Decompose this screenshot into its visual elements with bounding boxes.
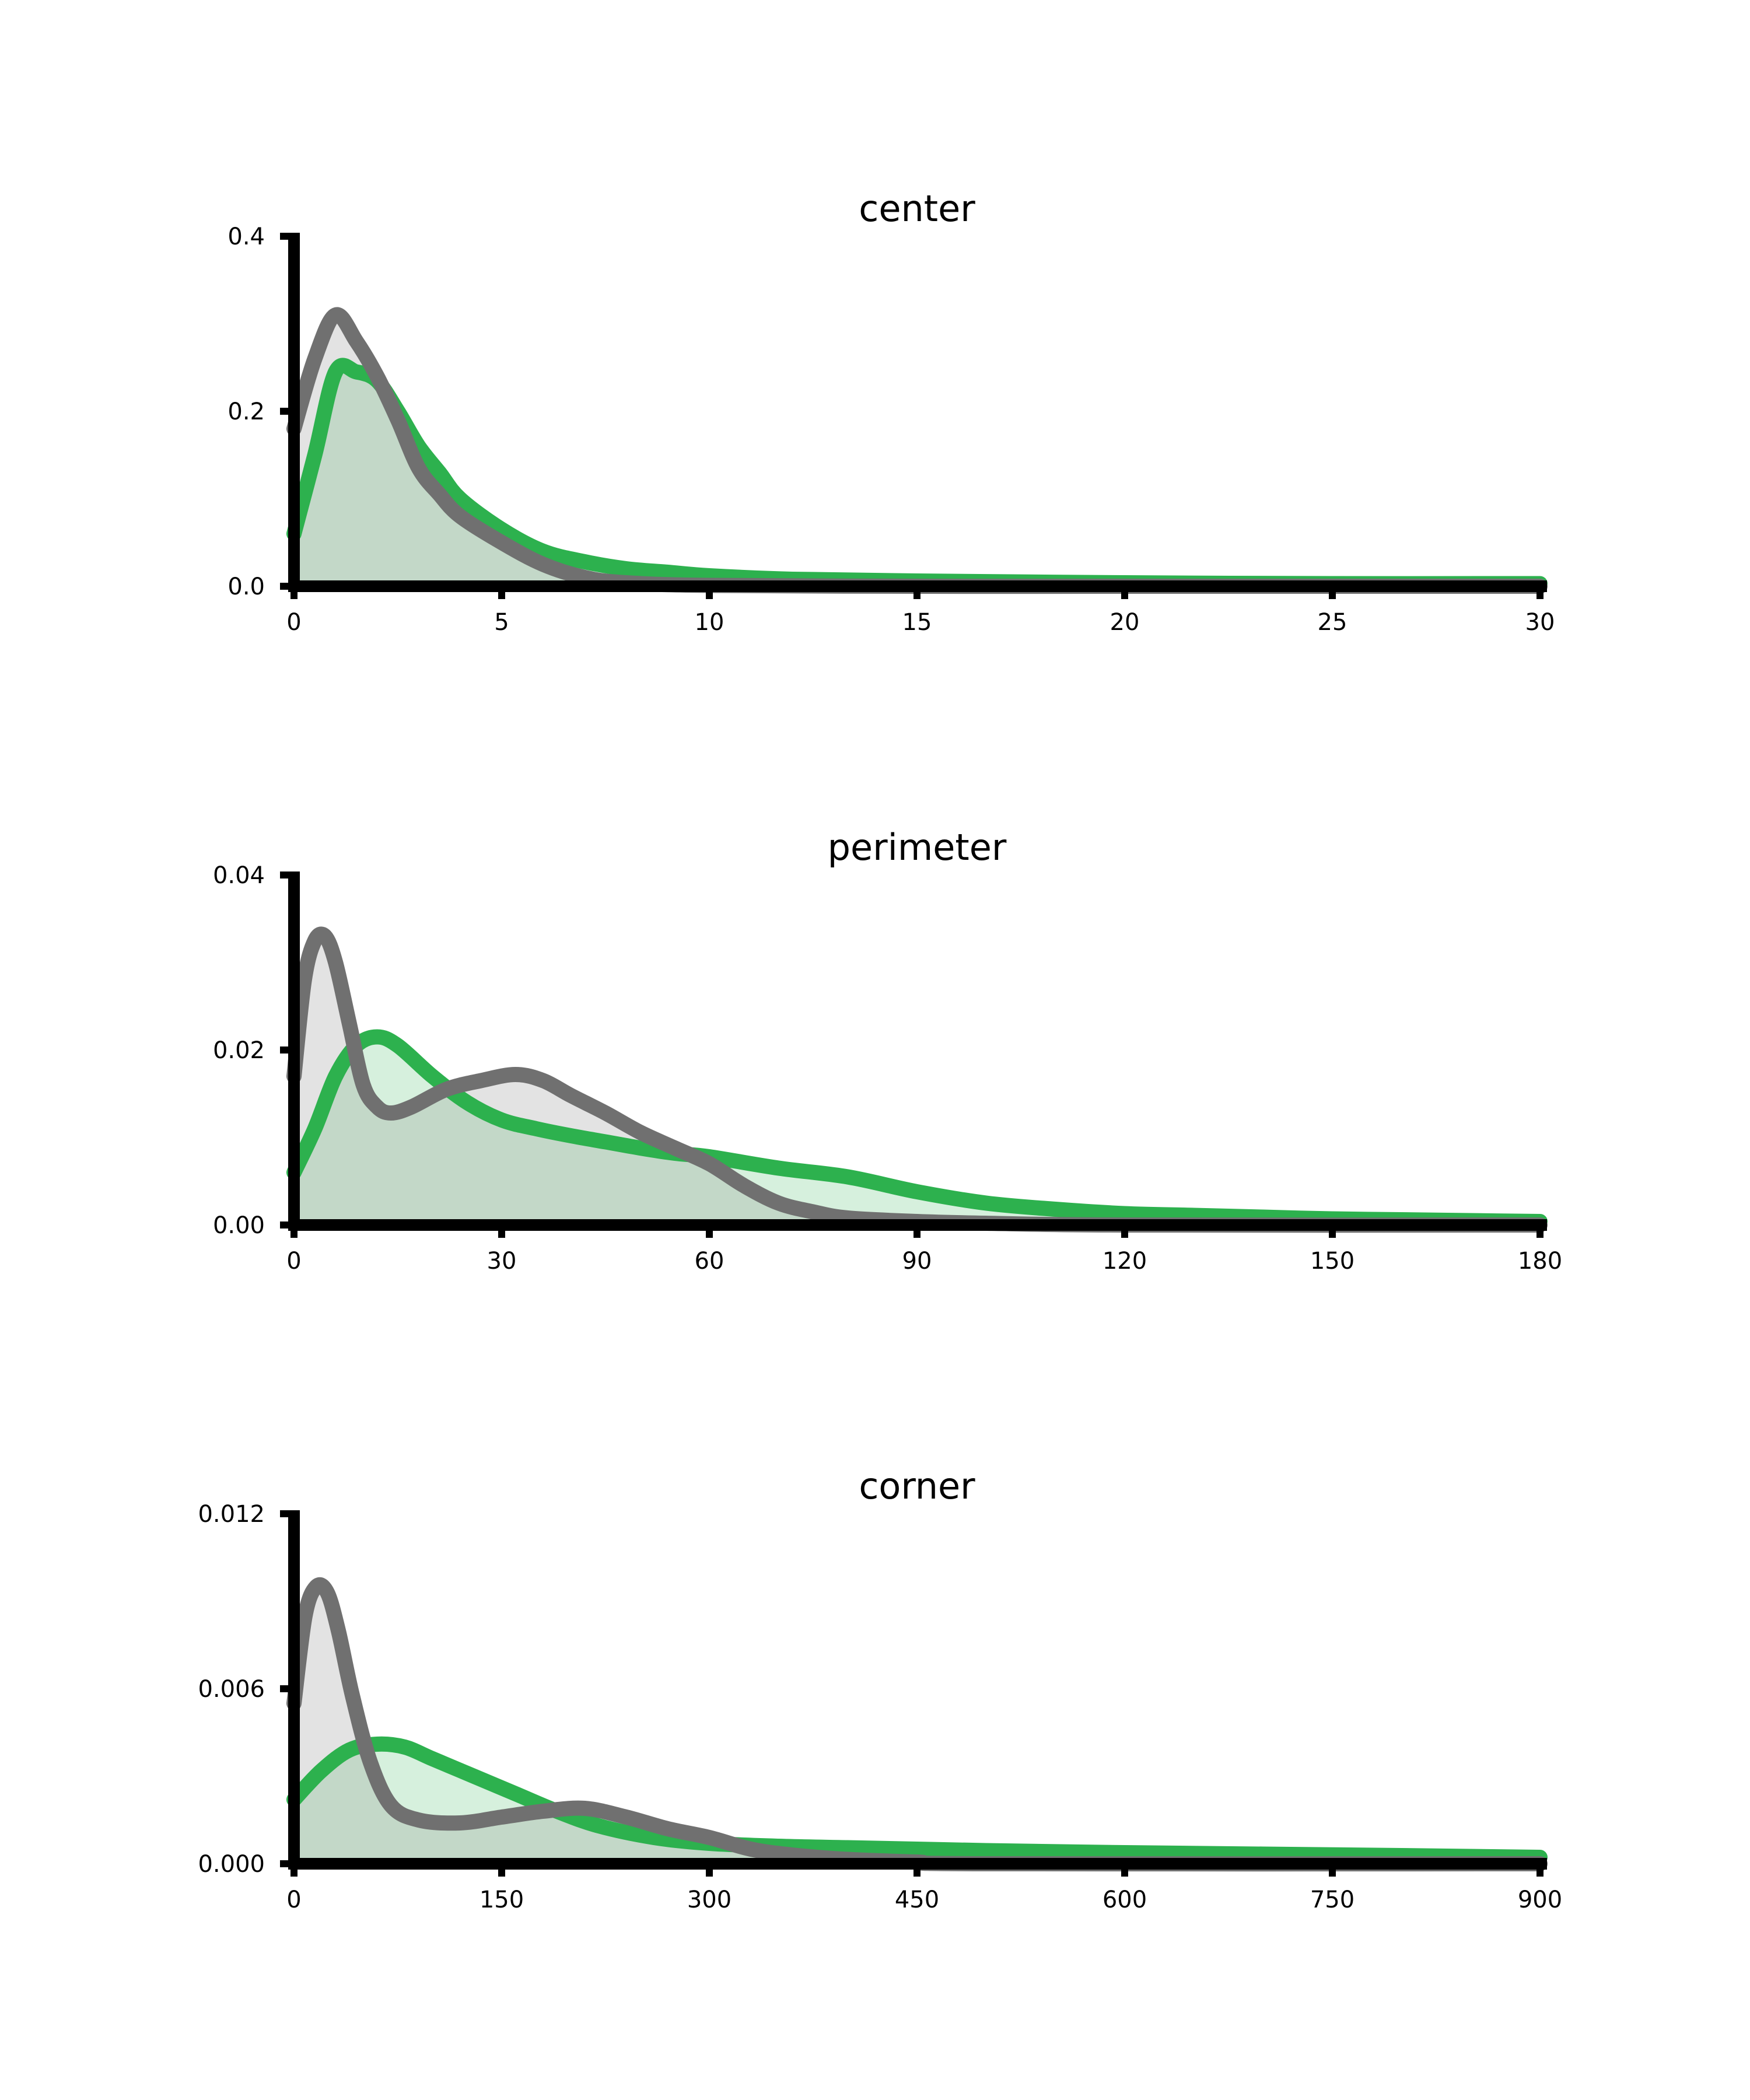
corner-gray-line bbox=[286, 1577, 1548, 1872]
perimeter-x-tick-label: 30 bbox=[487, 1248, 517, 1275]
center-y-tick-label: 0.4 bbox=[228, 223, 265, 250]
corner-y-tick-label: 0.006 bbox=[198, 1676, 265, 1703]
corner-x-tick-label: 900 bbox=[1518, 1887, 1562, 1913]
center-y-tick-label: 0.2 bbox=[228, 398, 265, 425]
center-x-tick-label: 15 bbox=[902, 609, 932, 636]
center-x-tick-label: 0 bbox=[286, 609, 301, 636]
panel-corner: 0 150 300 450 600 750 900 0.000 0.006 0.012 corner bbox=[198, 1465, 1562, 1913]
center-x-tick-label: 25 bbox=[1318, 609, 1348, 636]
center-y-tick-label: 0.0 bbox=[228, 573, 265, 600]
perimeter-overlap-area bbox=[294, 1037, 1540, 1225]
center-x-tick-label: 20 bbox=[1110, 609, 1140, 636]
perimeter-y-tick-label: 0.00 bbox=[213, 1212, 265, 1239]
corner-x-tick-label: 600 bbox=[1102, 1887, 1147, 1913]
corner-title: corner bbox=[859, 1465, 975, 1507]
perimeter-green-line bbox=[286, 1029, 1548, 1229]
corner-x-tick-label: 150 bbox=[480, 1887, 524, 1913]
center-x-tick-label: 10 bbox=[695, 609, 724, 636]
corner-x-tick-label: 0 bbox=[286, 1887, 301, 1913]
corner-x-tick-label: 450 bbox=[895, 1887, 939, 1913]
panel-center: 0 5 10 15 20 25 30 0.0 0.2 0.4 center bbox=[228, 187, 1555, 636]
perimeter-x-tick-label: 120 bbox=[1102, 1248, 1147, 1275]
corner-x-tick-label: 750 bbox=[1310, 1887, 1354, 1913]
perimeter-y-tick-label: 0.02 bbox=[213, 1037, 265, 1064]
center-x-tick-label: 30 bbox=[1525, 609, 1555, 636]
perimeter-x-tick-label: 0 bbox=[286, 1248, 301, 1275]
panel-perimeter: 0 30 60 90 120 150 180 0.00 0.02 0.04 perimeter bbox=[213, 826, 1562, 1275]
perimeter-x-tick-label: 180 bbox=[1518, 1248, 1562, 1275]
corner-y-tick-label: 0.000 bbox=[198, 1851, 265, 1878]
center-title: center bbox=[859, 187, 975, 230]
center-x-tick-label: 5 bbox=[494, 609, 509, 636]
corner-y-tick-label: 0.012 bbox=[198, 1501, 265, 1528]
perimeter-x-tick-label: 150 bbox=[1310, 1248, 1354, 1275]
perimeter-y-tick-label: 0.04 bbox=[213, 862, 265, 889]
perimeter-x-tick-label: 90 bbox=[902, 1248, 932, 1275]
corner-x-tick-label: 300 bbox=[687, 1887, 732, 1913]
center-overlap-area bbox=[294, 365, 1540, 586]
perimeter-x-tick-label: 60 bbox=[695, 1248, 724, 1275]
perimeter-title: perimeter bbox=[828, 826, 1007, 869]
